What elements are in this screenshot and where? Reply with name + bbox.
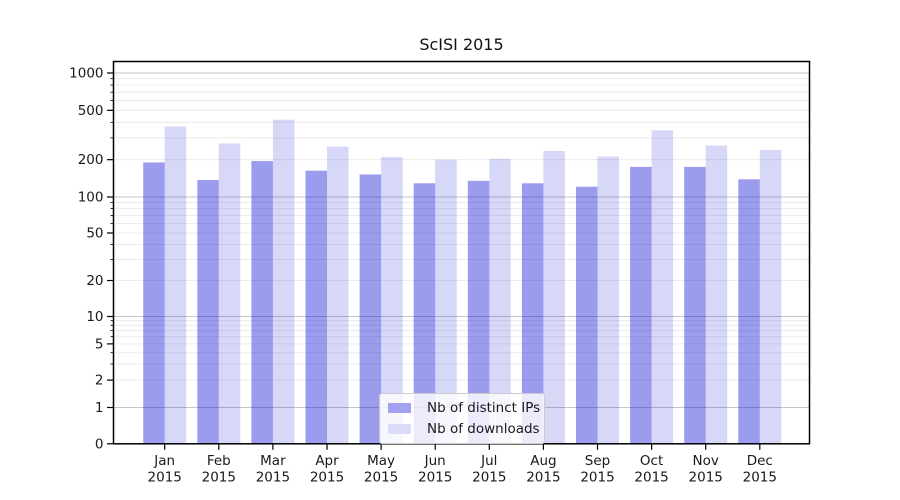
bar [435,159,457,444]
y-tick-label: 500 [78,103,104,119]
y-tick-label: 1000 [69,66,103,82]
legend-label-distinct-ips: Nb of distinct IPs [427,400,541,416]
bar [576,186,598,444]
bar [251,161,273,444]
legend-item-downloads: Nb of downloads [386,421,540,437]
bar [738,179,760,444]
bars-series-0 [143,161,760,444]
legend-swatch-distinct-ips-icon [388,403,411,413]
bar [218,143,241,444]
x-tick-label: Oct 2015 [634,453,668,486]
bars-series-1 [164,119,782,444]
y-tick-label: 10 [86,309,103,325]
bar [543,150,565,444]
x-tick-label: Feb 2015 [202,453,236,486]
x-tick-label: Jun 2015 [418,453,452,486]
bar [413,183,436,444]
bar [705,145,728,444]
x-axis: Jan 2015 Feb 2015 Mar 2015 Apr 2015 May 2015 Jun 20… [148,443,777,486]
y-tick-label: 20 [86,273,103,289]
bar [164,126,187,444]
x-tick-label: May 2015 [364,453,398,486]
y-tick-label: 2 [95,373,104,389]
y-tick-label: 200 [78,152,104,168]
y-tick-label: 1 [95,400,104,416]
bar [381,157,403,444]
bar [467,180,490,444]
legend-item-distinct-ips: Nb of distinct IPs [386,400,540,416]
bar [597,156,619,444]
chart-title: ScISI 2015 [419,35,504,54]
x-tick-label: Sep 2015 [580,453,614,486]
bar [359,174,382,444]
x-tick-label: Aug 2015 [526,453,560,486]
y-tick-label: 50 [86,225,103,241]
x-tick-label: Jan 2015 [148,453,182,486]
x-tick-label: Jul 2015 [472,453,506,486]
bar [759,149,782,444]
legend-label-downloads: Nb of downloads [427,421,540,437]
minor-gridlines [110,78,810,381]
y-tick-label: 100 [78,190,104,206]
bar [327,146,349,444]
x-tick-label: Mar 2015 [256,453,290,486]
y-axis: 0 1 2 5 10 20 50 100 200 500 1000 [69,66,114,452]
legend-swatch-downloads-icon [388,424,411,434]
y-tick-label: 5 [95,336,104,352]
x-tick-label: Apr 2015 [310,453,344,486]
bar [630,166,652,444]
bar [272,119,295,444]
y-tick-label: 0 [95,436,104,452]
bar [521,183,544,444]
bar [489,158,511,444]
bar [197,180,219,444]
bar [651,130,674,444]
bar [143,162,165,444]
x-tick-label: Nov 2015 [689,453,723,486]
legend: Nb of distinct IPs Nb of downloads [379,393,545,444]
bar [684,166,706,444]
bar [305,170,327,444]
x-tick-label: Dec 2015 [743,453,777,486]
